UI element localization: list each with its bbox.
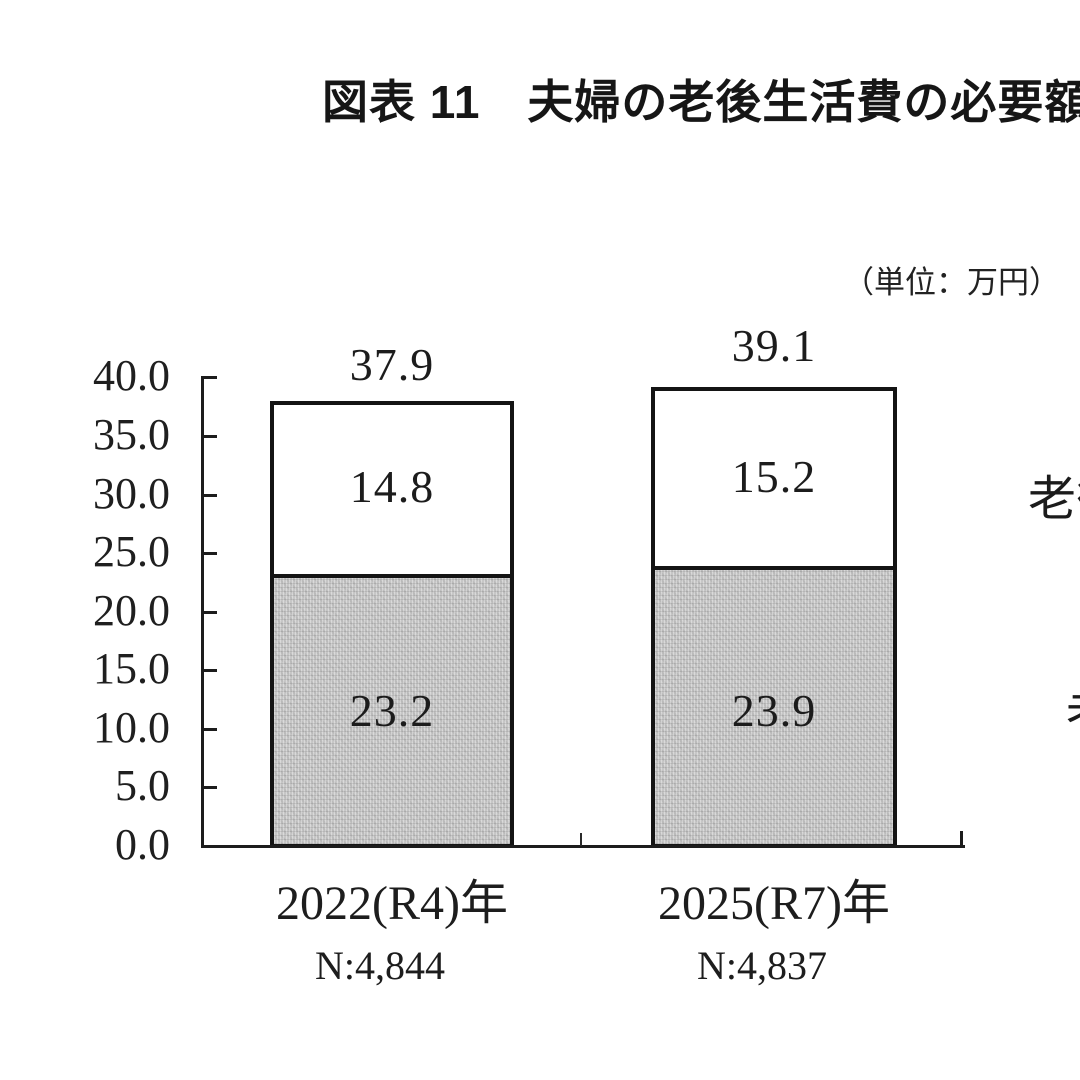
bar-2022-total-label: 37.9 xyxy=(349,339,435,390)
bar-2025-lower-segment xyxy=(651,566,897,848)
y-axis-label: 20.0 xyxy=(93,586,170,635)
y-axis-label: 0.0 xyxy=(115,820,170,869)
y-axis-tick xyxy=(204,669,217,672)
y-axis-tick xyxy=(204,376,217,379)
bar-2022-lower-value: 23.2 xyxy=(349,685,435,736)
bar-2022-lower-segment xyxy=(270,574,514,848)
y-axis-tick xyxy=(204,786,217,789)
y-axis-tick xyxy=(204,435,217,438)
figure-title: 図表 11 夫婦の老後生活費の必要額（ xyxy=(322,76,1080,128)
bar-2022-upper-value: 14.8 xyxy=(349,461,435,512)
category-label-2022: 2022(R4)年 xyxy=(276,877,508,930)
sample-size-2025: N:4,837 xyxy=(697,943,827,988)
bar-2025-upper-value: 15.2 xyxy=(731,451,817,502)
y-axis-tick xyxy=(204,552,217,555)
x-axis-line xyxy=(201,845,965,848)
legend-fragment-upper: 老後 xyxy=(1028,473,1080,526)
y-axis-label: 10.0 xyxy=(93,703,170,752)
y-axis-tick xyxy=(204,611,217,614)
y-axis-tick xyxy=(204,494,217,497)
y-axis-label: 5.0 xyxy=(115,761,170,810)
sample-size-2022: N:4,844 xyxy=(315,943,445,988)
y-axis-label: 15.0 xyxy=(93,644,170,693)
y-axis-label: 40.0 xyxy=(93,351,170,400)
y-axis-tick xyxy=(204,728,217,731)
bar-2025-total-label: 39.1 xyxy=(731,320,817,371)
x-axis-end-tick xyxy=(960,831,963,847)
y-axis-line xyxy=(201,376,204,848)
unit-label: （単位：万円） xyxy=(843,265,1060,300)
category-label-2025: 2025(R7)年 xyxy=(658,877,890,930)
y-axis-label: 30.0 xyxy=(93,469,170,518)
legend-fragment-lower: 老 xyxy=(1066,688,1080,740)
y-axis-label: 35.0 xyxy=(93,410,170,459)
bar-2025-upper-segment xyxy=(651,387,897,570)
x-axis-mid-tick xyxy=(580,833,582,846)
y-axis-label: 25.0 xyxy=(93,527,170,576)
bar-2025-lower-value: 23.9 xyxy=(731,685,817,736)
